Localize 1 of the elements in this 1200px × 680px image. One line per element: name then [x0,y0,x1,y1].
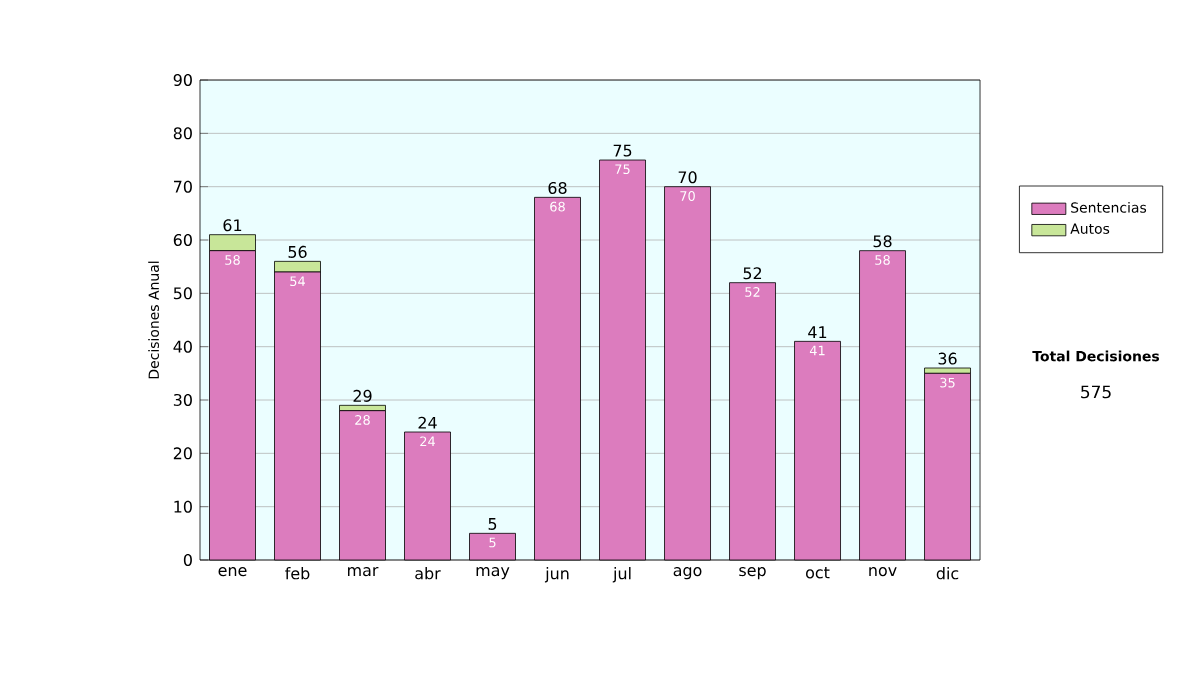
text: 575 [1081,385,1111,399]
